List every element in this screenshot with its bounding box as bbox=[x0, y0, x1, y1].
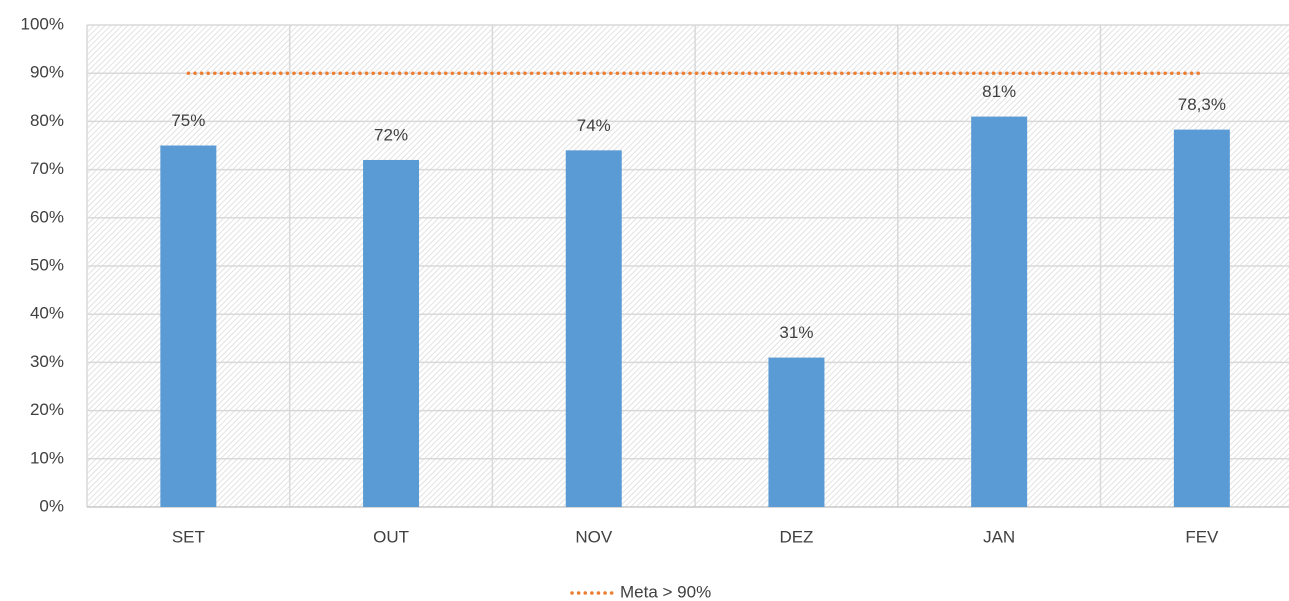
x-tick-label: NOV bbox=[575, 527, 613, 546]
y-tick-label: 10% bbox=[30, 448, 64, 467]
y-tick-label: 90% bbox=[30, 63, 64, 82]
data-label: 31% bbox=[779, 323, 813, 342]
y-tick-label: 0% bbox=[39, 496, 64, 515]
bar bbox=[565, 150, 622, 507]
data-label: 72% bbox=[374, 125, 408, 144]
y-tick-label: 70% bbox=[30, 159, 64, 178]
bar bbox=[971, 116, 1028, 507]
legend-label: Meta > 90% bbox=[620, 582, 711, 601]
data-label: 78,3% bbox=[1178, 95, 1226, 114]
bar bbox=[1173, 129, 1230, 507]
y-tick-label: 40% bbox=[30, 304, 64, 323]
x-tick-label: DEZ bbox=[779, 527, 813, 546]
data-label: 75% bbox=[171, 111, 205, 130]
y-tick-label: 50% bbox=[30, 255, 64, 274]
x-tick-label: OUT bbox=[373, 527, 409, 546]
data-label: 74% bbox=[577, 116, 611, 135]
y-tick-label: 60% bbox=[30, 207, 64, 226]
bar bbox=[160, 145, 217, 507]
x-tick-label: JAN bbox=[983, 527, 1015, 546]
data-label: 81% bbox=[982, 82, 1016, 101]
bar bbox=[363, 159, 420, 507]
bar bbox=[768, 357, 825, 507]
y-tick-label: 30% bbox=[30, 352, 64, 371]
x-tick-label: SET bbox=[172, 527, 205, 546]
x-tick-label: FEV bbox=[1185, 527, 1219, 546]
y-tick-label: 100% bbox=[21, 14, 64, 33]
y-tick-label: 20% bbox=[30, 400, 64, 419]
y-tick-label: 80% bbox=[30, 111, 64, 130]
